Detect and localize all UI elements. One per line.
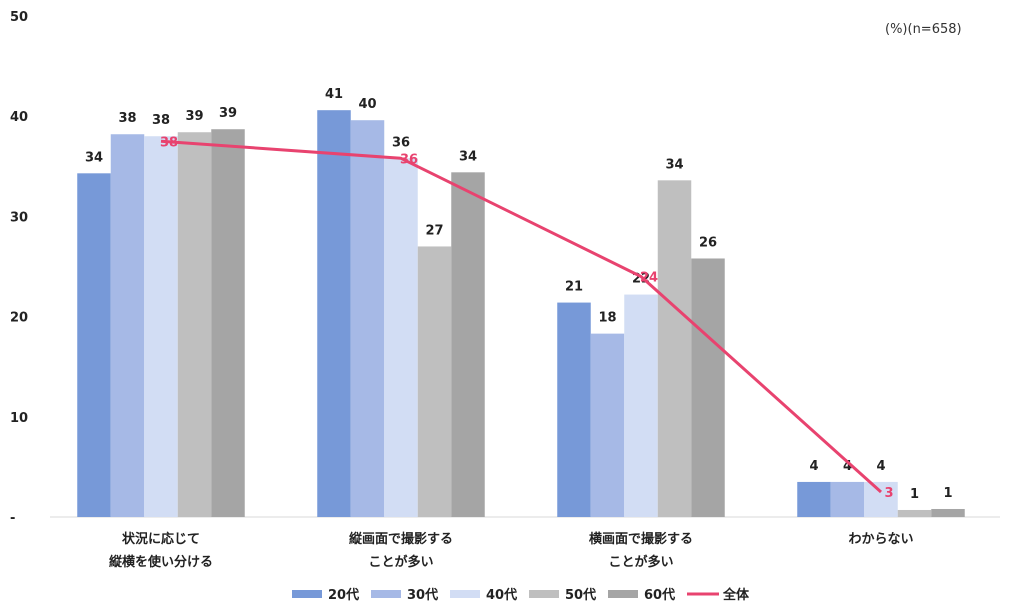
legend-swatch	[529, 590, 559, 598]
y-tick-label: -	[10, 511, 15, 526]
legend-swatch	[292, 590, 322, 598]
y-axis: - 10 20 30 40 50	[10, 10, 28, 526]
bar-value-label: 4	[876, 459, 885, 474]
bar	[417, 246, 452, 517]
bar-value-label: 27	[425, 223, 443, 238]
bar-value-label: 26	[699, 235, 717, 250]
total-value-label: 24	[640, 271, 658, 286]
bar	[897, 509, 932, 517]
category-labels: 状況に応じて縦横を使い分ける縦画面で撮影することが多い横画面で撮影することが多い…	[109, 531, 914, 570]
category-label: ことが多い	[608, 554, 673, 570]
bar-value-label: 39	[219, 106, 237, 121]
bar	[557, 302, 591, 517]
bar-value-label: 1	[943, 486, 952, 501]
bar	[657, 180, 692, 517]
bar	[144, 136, 178, 518]
bar	[110, 134, 145, 517]
category-label: 縦画面で撮影する	[349, 531, 453, 547]
legend-label: 50代	[565, 587, 596, 603]
bar-value-label: 21	[565, 280, 583, 295]
bar-value-label: 4	[843, 459, 852, 474]
legend-label: 20代	[328, 587, 359, 603]
legend-label: 60代	[644, 587, 675, 603]
category-label: 縦横を使い分ける	[109, 554, 213, 570]
bar-value-label: 38	[118, 111, 136, 126]
y-tick-label: 10	[10, 411, 28, 426]
total-series: 38 36 24 3	[160, 135, 894, 501]
bar	[451, 172, 485, 517]
y-tick-label: 50	[10, 10, 28, 25]
bar-value-label: 36	[392, 135, 410, 150]
category-label: わからない	[848, 532, 913, 547]
legend: 20代 30代 40代 50代 60代 全体	[292, 587, 750, 603]
bar-value-label: 39	[185, 109, 203, 124]
legend-swatch	[371, 590, 401, 598]
bar	[177, 132, 212, 517]
y-tick-label: 40	[10, 110, 28, 125]
y-tick-label: 30	[10, 210, 28, 225]
bar-value-label: 18	[598, 311, 616, 326]
y-tick-label: 20	[10, 311, 28, 326]
legend-swatch	[608, 590, 638, 598]
bar-value-label: 34	[459, 149, 477, 164]
total-line	[160, 139, 883, 494]
bar	[317, 110, 351, 518]
bar-value-label: 1	[910, 487, 919, 502]
category-label: 横画面で撮影する	[589, 531, 693, 547]
total-value-label: 3	[884, 486, 893, 501]
bar	[590, 333, 625, 517]
bar	[931, 508, 965, 517]
bar	[691, 258, 725, 517]
legend-label: 40代	[486, 587, 517, 603]
bar	[797, 481, 831, 517]
bar	[350, 120, 385, 517]
bar	[624, 294, 658, 517]
category-label: 状況に応じて	[122, 531, 200, 547]
total-value-label: 38	[160, 135, 178, 150]
bar	[830, 481, 865, 517]
legend-label: 30代	[407, 587, 438, 603]
bar	[384, 158, 418, 517]
chart-note: (%)(n=658)	[885, 22, 962, 37]
bar-value-label: 34	[665, 157, 683, 172]
bar	[864, 481, 898, 517]
bar	[211, 129, 245, 517]
bar	[77, 173, 111, 517]
legend-label: 全体	[722, 587, 750, 603]
bar-value-label: 40	[358, 97, 376, 112]
legend-swatch	[450, 590, 480, 598]
total-value-label: 36	[400, 152, 418, 167]
bars	[77, 110, 965, 518]
bar-value-label: 38	[152, 113, 170, 128]
category-label: ことが多い	[368, 554, 433, 570]
bar-value-label: 34	[85, 150, 103, 165]
bar-value-label: 41	[325, 87, 343, 102]
bar-value-label: 4	[809, 459, 818, 474]
